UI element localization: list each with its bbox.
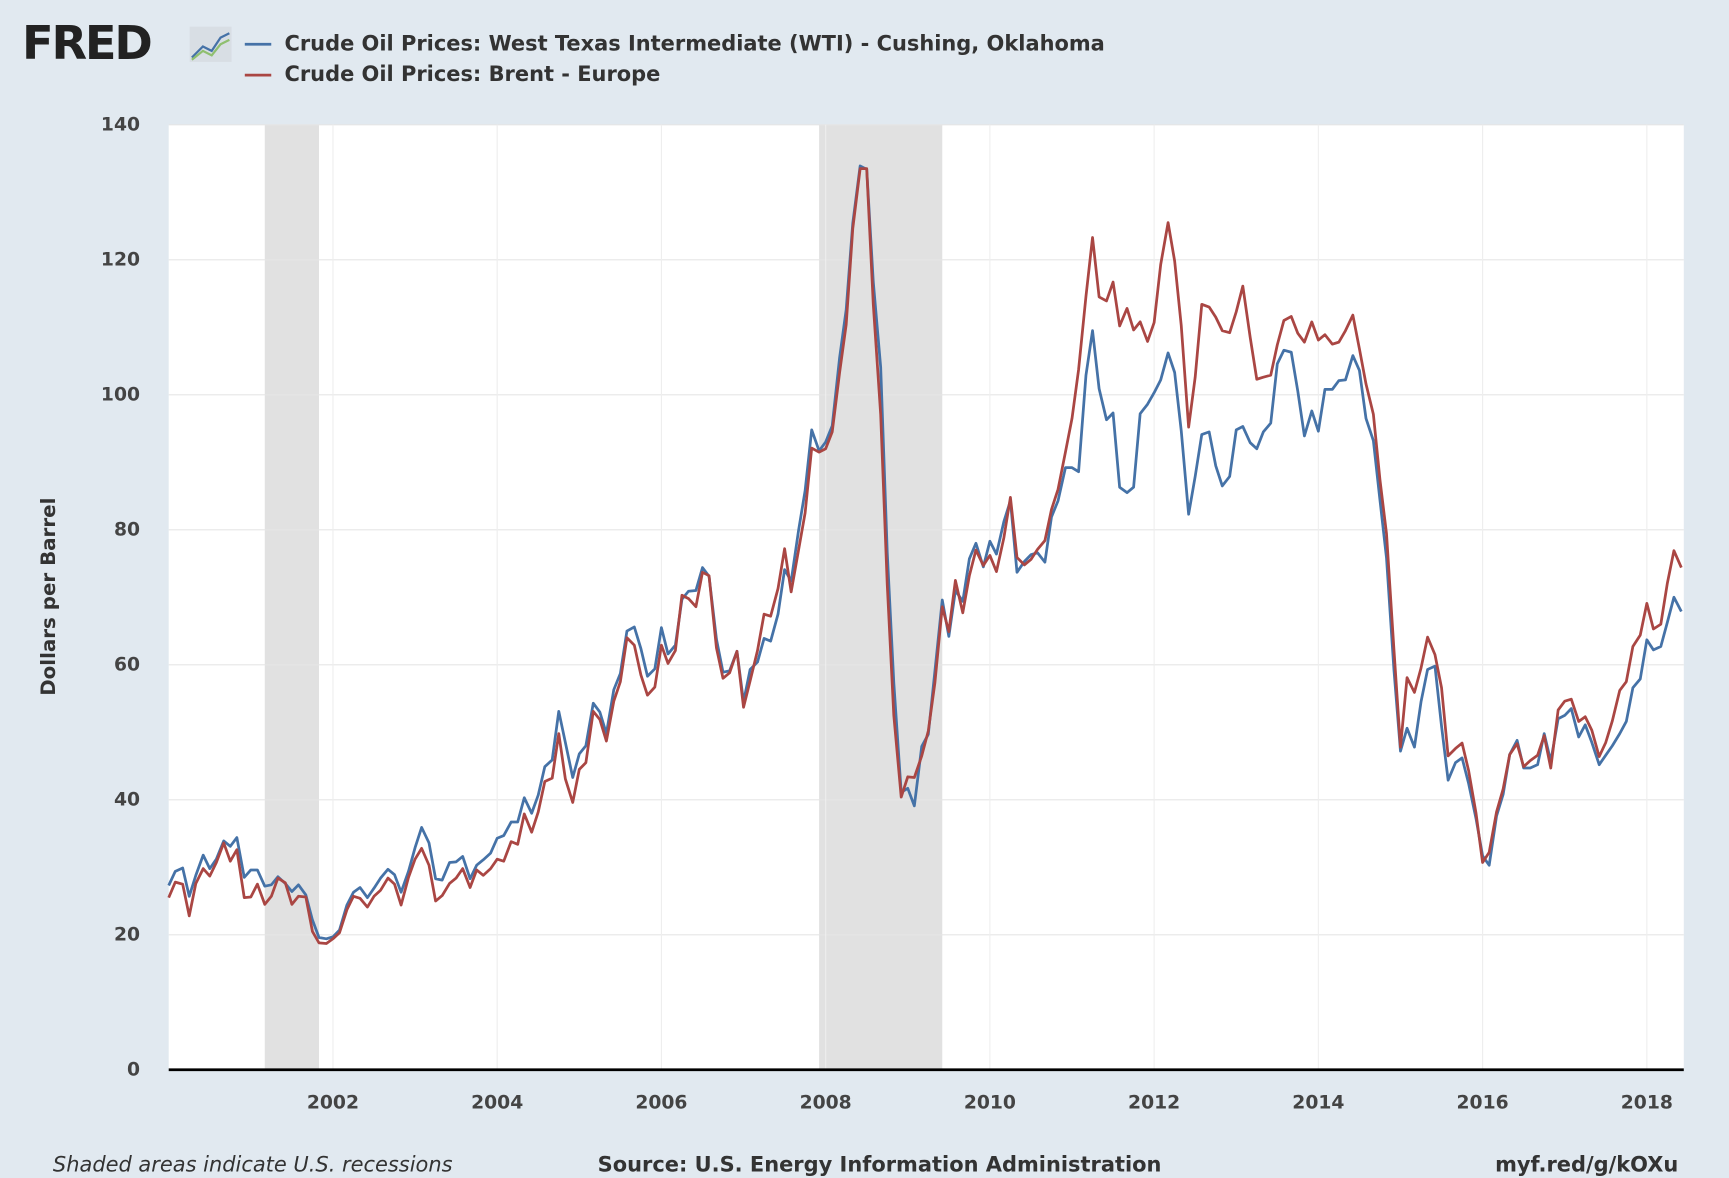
footnote: Shaded areas indicate U.S. recessions xyxy=(53,1153,453,1177)
source: Source: U.S. Energy Information Administ… xyxy=(598,1153,1162,1177)
legend-label: Crude Oil Prices: Brent - Europe xyxy=(284,62,660,86)
x-tick-label: 2014 xyxy=(1292,1092,1344,1113)
legend-label: Crude Oil Prices: West Texas Intermediat… xyxy=(284,31,1104,55)
y-tick-label: 140 xyxy=(101,114,140,135)
x-tick-label: 2018 xyxy=(1621,1092,1673,1113)
x-tick-label: 2008 xyxy=(800,1092,852,1113)
x-tick-label: 2016 xyxy=(1457,1092,1509,1113)
logo-icon xyxy=(189,26,232,62)
y-tick-label: 100 xyxy=(101,384,140,405)
x-tick-label: 2002 xyxy=(307,1092,359,1113)
x-tick-label: 2012 xyxy=(1128,1092,1180,1113)
y-axis-label: Dollars per Barrel xyxy=(37,498,60,696)
y-tick-label: 0 xyxy=(127,1059,140,1080)
logo: FRED xyxy=(22,16,151,70)
x-tick-label: 2006 xyxy=(635,1092,687,1113)
y-tick-label: 20 xyxy=(114,924,140,945)
link: myf.red/g/kOXu xyxy=(1495,1153,1678,1177)
series-line xyxy=(167,167,1683,945)
x-tick-label: 2010 xyxy=(964,1092,1016,1113)
y-tick-label: 40 xyxy=(114,789,140,810)
x-tick-label: 2004 xyxy=(471,1092,523,1113)
y-tick-label: 60 xyxy=(114,654,140,675)
y-tick-label: 80 xyxy=(114,519,140,540)
y-tick-label: 120 xyxy=(101,249,140,270)
recession-shade xyxy=(819,124,943,1070)
